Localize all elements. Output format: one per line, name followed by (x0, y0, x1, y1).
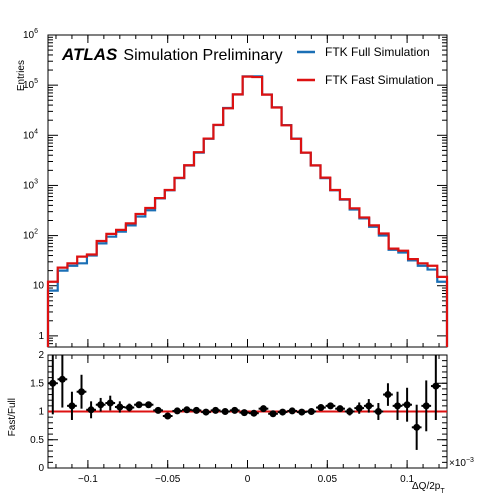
ratio-point (250, 409, 258, 417)
ratio-y-tick-label: 0.5 (30, 435, 44, 446)
ratio-point (68, 402, 76, 410)
atlas-subtitle: Simulation Preliminary (123, 47, 282, 64)
tick-base: 10 (23, 130, 35, 141)
top-y-tick-label: 105 (23, 78, 38, 91)
ratio-point (432, 382, 440, 390)
tick-exp: 2 (34, 229, 38, 236)
ratio-point (346, 408, 354, 415)
ratio-y-tick-label: 2 (38, 350, 44, 361)
top-y-tick-label: 10 (33, 281, 45, 292)
x-axis-label: ΔQ/2pT (412, 481, 445, 495)
x-tick-label: 0.05 (318, 474, 338, 485)
ratio-point (413, 423, 421, 431)
tick-base: 10 (23, 80, 35, 91)
tick-exp: 5 (34, 78, 38, 85)
atlas-wordmark: ATLAS (61, 45, 118, 64)
x-tick-label: 0.1 (400, 474, 414, 485)
x-tick-label: 0 (245, 474, 251, 485)
histogram-fast (46, 75, 449, 347)
tick-exp: 3 (34, 178, 38, 185)
ratio-y-tick-label: 1.5 (30, 378, 44, 389)
ratio-points (47, 355, 441, 450)
ratio-point (135, 401, 143, 409)
ratio-point (202, 408, 210, 416)
legend: FTK Full Simulation FTK Fast Simulation (297, 45, 434, 87)
ratio-point (279, 408, 287, 416)
tick-base: 10 (23, 30, 35, 41)
top-y-tick-label: 103 (23, 178, 38, 191)
tick-exp: 6 (34, 28, 38, 35)
tick-base: 10 (23, 180, 35, 191)
ratio-point (355, 404, 363, 412)
ratio-point (269, 410, 277, 418)
x-tick-label: −0.05 (155, 474, 181, 485)
ratio-point (87, 406, 95, 414)
x-multiplier-base: ×10 (449, 458, 466, 469)
ratio-y-axis-label: Fast/Full (7, 398, 18, 436)
ratio-point (336, 405, 344, 413)
ratio-point (326, 402, 334, 410)
ratio-point (58, 375, 66, 383)
ratio-point (298, 408, 306, 416)
legend-label-fast: FTK Fast Simulation (325, 73, 434, 87)
top-y-tick-label: 104 (23, 128, 38, 141)
ratio-point (288, 407, 296, 415)
top-y-tick-label: 102 (23, 229, 38, 242)
ratio-point (212, 406, 220, 414)
ratio-point (106, 399, 114, 407)
ratio-point (403, 401, 411, 409)
ratio-point (394, 402, 402, 410)
ratio-point (183, 406, 191, 414)
top-y-tick-label: 1 (38, 331, 44, 342)
x-multiplier: ×10−3 (449, 457, 474, 469)
ratio-point (116, 403, 124, 411)
legend-label-full: FTK Full Simulation (325, 45, 430, 59)
histogram-series (46, 75, 449, 347)
x-axis-label-main: ΔQ/2p (412, 481, 441, 492)
ratio-point (365, 402, 373, 410)
ratio-point (154, 406, 162, 414)
tick-base: 10 (23, 231, 35, 242)
tick-exp: 4 (34, 128, 38, 135)
x-multiplier-exp: −3 (466, 457, 474, 464)
ratio-point (374, 408, 382, 415)
ratio-point (259, 405, 267, 413)
ratio-point (78, 388, 86, 396)
ratio-y-tick-label: 0 (38, 463, 44, 474)
ratio-point (240, 409, 248, 417)
ratio-point (49, 379, 57, 387)
ratio-point (164, 412, 172, 420)
ratio-point (192, 406, 200, 414)
top-y-tick-label: 106 (23, 28, 38, 41)
top-y-axis-label: Entries (16, 60, 27, 91)
ratio-point (384, 391, 392, 399)
x-axis-label-sub: T (440, 488, 445, 495)
x-ticks: −0.1 −0.05 0 0.05 0.1 (55, 35, 440, 485)
ratio-point (173, 407, 181, 415)
ratio-point (422, 402, 430, 410)
ratio-point (97, 401, 105, 409)
ratio-point (231, 406, 239, 414)
ratio-point (307, 408, 315, 415)
atlas-label: ATLAS Simulation Preliminary (61, 45, 283, 64)
x-tick-label: −0.1 (78, 474, 98, 485)
ratio-point (221, 408, 229, 415)
ratio-point (145, 401, 153, 409)
ratio-point (125, 404, 133, 412)
ratio-y-tick-label: 1 (38, 407, 44, 418)
ratio-point (317, 404, 325, 412)
